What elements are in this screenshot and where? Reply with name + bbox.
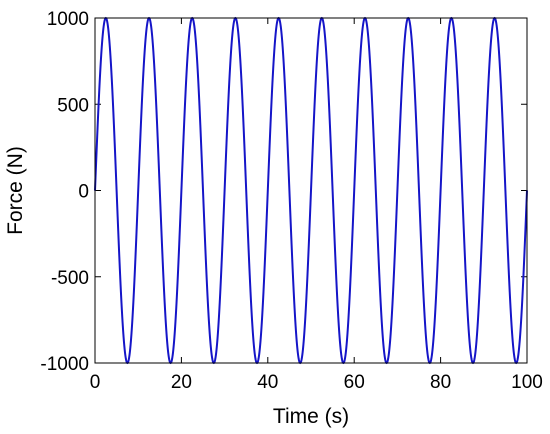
y-tick-label: 1000 [47,9,89,30]
x-tick-label: 100 [511,372,543,393]
x-tick-label: 0 [90,372,101,393]
x-tick-label: 40 [257,372,278,393]
y-tick-label: -1000 [40,354,89,375]
y-axis-label: Force (N) [4,146,27,235]
x-tick-label: 80 [430,372,451,393]
y-tick-label: 0 [78,182,89,203]
x-axis-label: Time (s) [273,405,349,428]
force-series-line [94,16,528,365]
y-tick-label: 500 [57,95,89,116]
y-tick-label: -500 [51,268,89,289]
x-tick-label: 60 [344,372,365,393]
tick-labels: 0 20 40 60 80 100 -1000 -500 0 500 1000 [40,9,542,393]
plot-frame [94,17,528,364]
x-tick-label: 20 [171,372,192,393]
